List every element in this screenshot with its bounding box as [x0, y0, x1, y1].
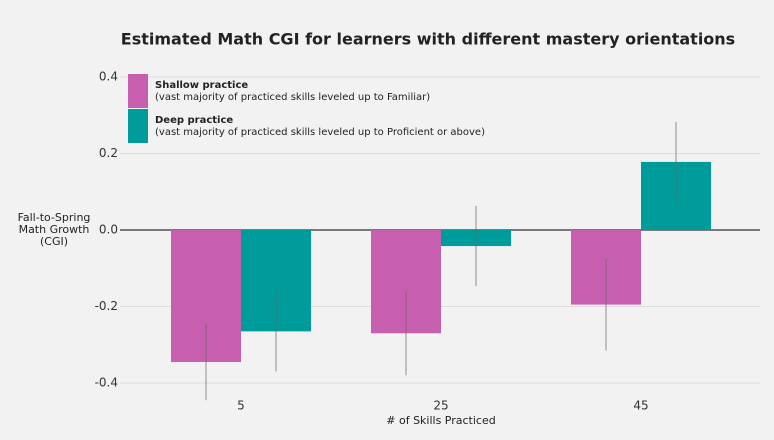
x-axis-label: # of Skills Practiced — [386, 414, 495, 427]
y-axis-label: (CGI) — [40, 235, 68, 248]
x-tick-label: 45 — [633, 399, 648, 413]
legend-description: (vast majority of practiced skills level… — [155, 92, 430, 103]
legend-description: (vast majority of practiced skills level… — [155, 127, 485, 138]
y-tick-label: 0.2 — [99, 146, 118, 160]
legend-swatch — [128, 74, 148, 108]
y-tick-label: 0.4 — [99, 70, 118, 84]
y-tick-label: -0.2 — [95, 299, 118, 313]
legend-label: Shallow practice — [155, 80, 248, 91]
x-tick-label: 25 — [433, 399, 448, 413]
chart-title: Estimated Math CGI for learners with dif… — [121, 30, 735, 49]
y-axis-label: Math Growth — [19, 223, 90, 236]
y-tick-label: -0.4 — [95, 376, 118, 390]
y-axis-label: Fall-to-Spring — [18, 211, 91, 224]
legend-label: Deep practice — [155, 115, 233, 126]
y-tick-label: 0.0 — [99, 223, 118, 237]
legend-swatch — [128, 109, 148, 143]
x-tick-label: 5 — [237, 399, 245, 413]
